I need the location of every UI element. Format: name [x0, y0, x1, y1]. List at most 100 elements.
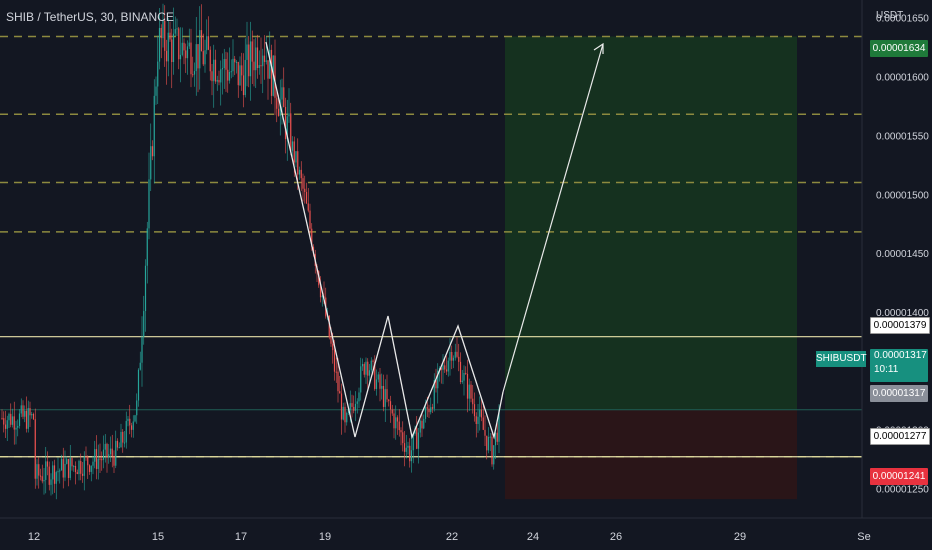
candle-body [451, 351, 453, 361]
candle-body [473, 404, 476, 417]
candle-body [489, 436, 491, 438]
candle-body [8, 413, 10, 421]
candle-body [137, 369, 140, 401]
candle-body [396, 417, 399, 422]
candle-body [200, 30, 203, 52]
candle-body [330, 337, 332, 344]
candle-body [277, 108, 280, 116]
candle-body [356, 401, 358, 404]
time-tick-label: 19 [319, 531, 331, 543]
candle-body [52, 465, 54, 480]
candle-body [286, 116, 288, 140]
candle-body [95, 449, 98, 469]
candle-body [111, 448, 113, 457]
candle-body [179, 54, 182, 60]
candle-body [102, 449, 105, 460]
candle-body [430, 407, 432, 413]
candle-body [307, 203, 309, 211]
time-tick-label: 29 [734, 531, 746, 543]
candle-body [150, 146, 152, 180]
candle-body [248, 44, 250, 77]
bar-countdown: 10:11 [874, 364, 899, 375]
candle-body [410, 450, 413, 462]
candle-body [164, 20, 166, 51]
candle-body [234, 58, 236, 63]
candle-body [3, 418, 5, 425]
candle-body [246, 44, 248, 60]
candle-body [433, 380, 435, 409]
candle-body [127, 418, 129, 421]
candle-body [477, 416, 479, 425]
candle-body [398, 421, 400, 431]
candle-body [428, 408, 430, 413]
candle-body [431, 407, 434, 409]
candle-body [423, 418, 425, 429]
candle-body [32, 413, 35, 420]
candle-body [417, 432, 420, 449]
candle-body [216, 79, 218, 82]
candle-body [41, 476, 43, 482]
candle-body [29, 407, 31, 416]
candle-body [15, 427, 17, 430]
candle-body [365, 361, 367, 375]
candle-body [57, 471, 59, 473]
candle-body [354, 403, 357, 411]
candle-body [10, 413, 12, 425]
candle-body [67, 459, 70, 478]
candle-body [265, 60, 267, 62]
candle-body [132, 421, 134, 430]
candle-body [379, 374, 381, 389]
candle-body [300, 169, 302, 179]
candle-body [400, 430, 402, 433]
candle-body [480, 409, 483, 418]
candle-body [129, 418, 131, 426]
candle-body [92, 461, 94, 466]
candle-body [139, 362, 141, 370]
candle-body [59, 470, 61, 472]
candle-body [31, 413, 33, 416]
last-price-value: 0.00001317 [874, 350, 927, 361]
candle-body [407, 445, 409, 448]
time-tick-label: 22 [446, 531, 458, 543]
candle-body [38, 464, 40, 476]
stop-price-badge: 0.00001241 [870, 468, 928, 485]
candle-body [442, 365, 444, 370]
candle-body [211, 71, 213, 82]
candle-body [412, 433, 414, 451]
candle-body [367, 361, 369, 376]
candle-body [374, 361, 376, 389]
candle-body [69, 458, 71, 478]
candle-body [71, 458, 73, 467]
candle-body [144, 265, 147, 312]
candle-body [88, 465, 91, 472]
candle-body [90, 465, 92, 472]
candle-body [223, 59, 225, 69]
candle-body [260, 65, 262, 67]
candle-body [169, 32, 171, 40]
candle-body [393, 413, 395, 429]
candle-body [375, 379, 378, 389]
candle-body [160, 27, 162, 39]
candle-body [388, 399, 390, 402]
candle-body [39, 475, 42, 477]
projection-arrow [502, 43, 604, 393]
chart-title: SHIB / TetherUS, 30, BINANCE [6, 10, 174, 24]
candle-body [192, 74, 194, 76]
candle-body [360, 366, 362, 393]
candle-body [157, 61, 159, 87]
candle-body [232, 58, 234, 72]
time-tick-label: 17 [235, 531, 247, 543]
candle-body [270, 49, 273, 96]
candle-body [53, 465, 56, 484]
resistance-price-badge: 0.00001379 [870, 317, 930, 334]
candle-body [158, 27, 161, 62]
candle-body [136, 400, 138, 416]
candle-body [218, 79, 220, 83]
candle-body [263, 55, 266, 62]
candle-body [146, 228, 148, 266]
candle-body [115, 440, 117, 466]
candle-body [122, 431, 124, 443]
candle-body [255, 47, 257, 71]
candle-body [193, 71, 196, 75]
